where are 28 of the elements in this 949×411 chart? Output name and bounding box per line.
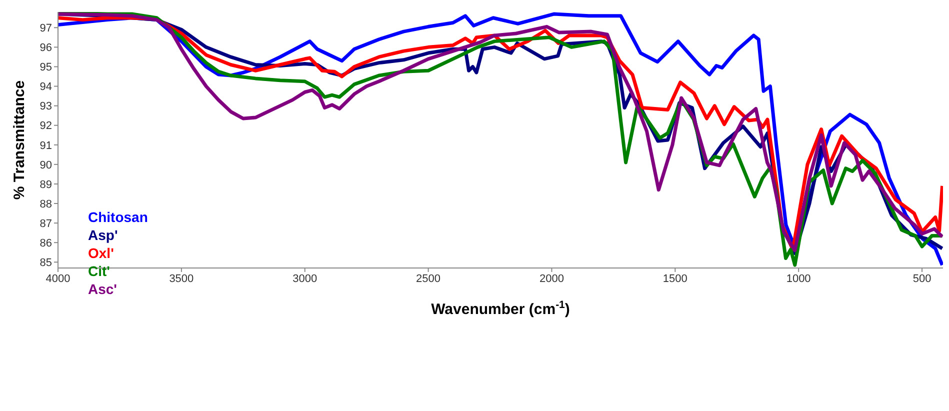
x-tick-label: 4000: [46, 272, 70, 285]
y-tick-label: 97: [40, 22, 52, 35]
x-tick-label: 2500: [416, 272, 441, 285]
y-tick-label: 85: [40, 257, 52, 270]
x-axis-title: Wavenumber (cm$^{-1}$): [431, 299, 570, 318]
y-tick-label: 96: [40, 42, 52, 54]
text: Asp': [88, 226, 119, 244]
y-tick-label: 86: [40, 238, 52, 250]
x-tick-label: 1000: [786, 272, 811, 285]
text: Chitosan: [88, 208, 148, 226]
x-tick-label: 2000: [539, 272, 564, 285]
y-tick-label: 91: [40, 140, 52, 152]
x-tick-label: 500: [912, 272, 932, 285]
y-tick-label: 95: [40, 62, 52, 74]
y-tick-label: 90: [40, 159, 52, 172]
x-tick-label: 3000: [292, 272, 318, 285]
text: Oxl': [88, 244, 115, 262]
y-tick-label: 87: [40, 218, 52, 230]
y-tick-label: 88: [40, 198, 52, 210]
text: Cit': [88, 262, 111, 280]
y-tick-label: 92: [40, 120, 52, 132]
y-tick-label: 93: [40, 100, 52, 113]
y-axis-title: % Transmittance: [11, 80, 28, 200]
text: Asc': [88, 280, 118, 298]
x-tick-label: 1500: [662, 272, 688, 285]
y-tick-label: 89: [40, 178, 52, 191]
x-tick-label: 3500: [169, 272, 194, 285]
y-tick-label: 94: [40, 81, 52, 94]
